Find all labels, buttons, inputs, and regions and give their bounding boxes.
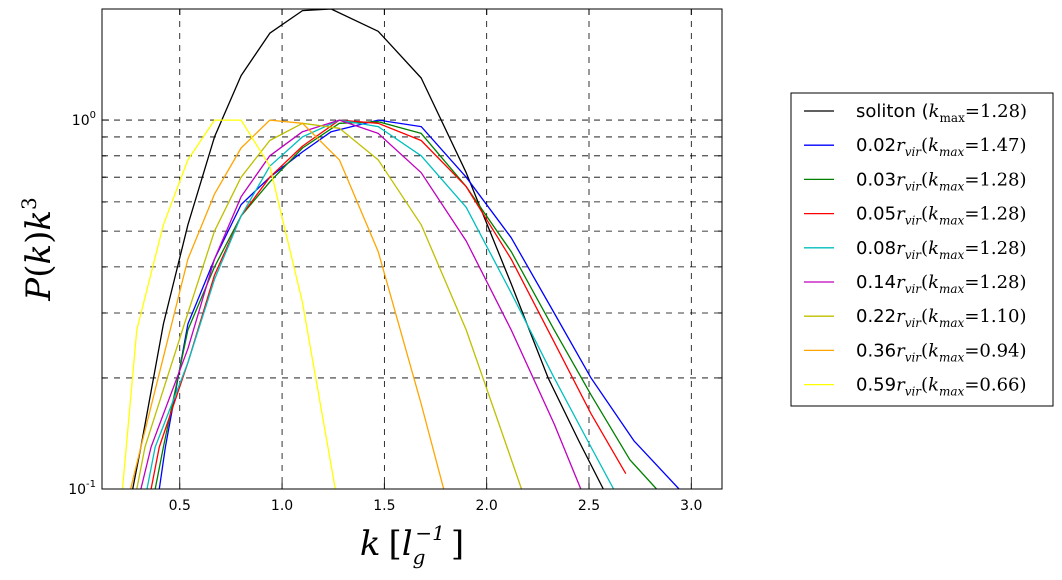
legend-entry: 0.36rvir(kmax=0.94) bbox=[856, 340, 1027, 364]
y-tick-label: 10-1 bbox=[68, 479, 96, 498]
legend-box bbox=[790, 92, 1054, 407]
y-tick-labels: 100 10-1 bbox=[68, 110, 96, 498]
x-tick-label: 0.5 bbox=[169, 498, 191, 514]
y-tick-label: 100 bbox=[72, 110, 96, 129]
ticks bbox=[102, 8, 722, 490]
legend: soliton (kmax=1.28) 0.02rvir(kmax=1.47) 0.… bbox=[804, 101, 1027, 399]
series-line bbox=[154, 121, 657, 489]
series-line bbox=[132, 9, 604, 489]
y-axis-label: P(k)k3 bbox=[17, 197, 59, 301]
x-tick-label: 1.0 bbox=[271, 498, 293, 514]
legend-entry: 0.03rvir(kmax=1.28) bbox=[856, 169, 1027, 193]
x-tick-label: 2.0 bbox=[476, 498, 498, 514]
x-tick-label: 2.5 bbox=[578, 498, 600, 514]
legend-entry: 0.14rvir(kmax=1.28) bbox=[856, 272, 1027, 296]
legend-entry: soliton (kmax=1.28) bbox=[856, 101, 1027, 125]
plot-frame bbox=[101, 8, 723, 490]
series-layer bbox=[121, 9, 680, 489]
x-tick-labels: 0.5 1.0 1.5 2.0 2.5 3.0 bbox=[169, 498, 703, 514]
x-tick-label: 3.0 bbox=[680, 498, 702, 514]
legend-entry: 0.59rvir(kmax=0.66) bbox=[856, 375, 1027, 399]
legend-entry: 0.22rvir(kmax=1.10) bbox=[856, 306, 1027, 330]
x-tick-label: 1.5 bbox=[373, 498, 395, 514]
series-line bbox=[129, 119, 445, 489]
series-line bbox=[121, 119, 336, 489]
x-axis-label: k [lg−1] bbox=[360, 521, 464, 569]
legend-entry: 0.08rvir(kmax=1.28) bbox=[856, 238, 1027, 262]
legend-entry: 0.02rvir(kmax=1.47) bbox=[856, 135, 1027, 159]
legend-entry: 0.05rvir(kmax=1.28) bbox=[856, 204, 1027, 228]
